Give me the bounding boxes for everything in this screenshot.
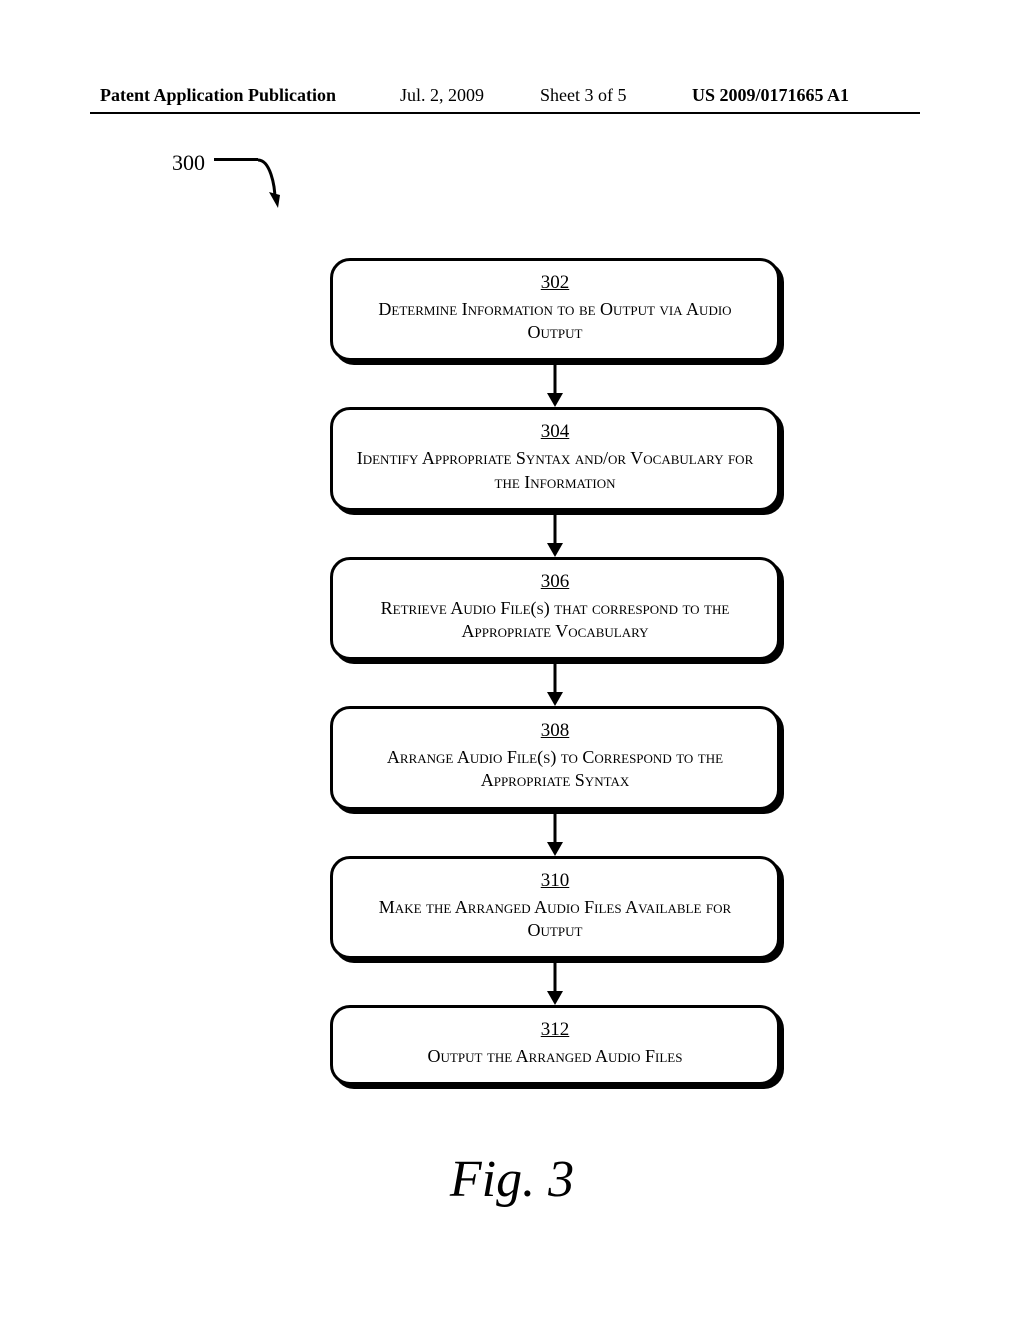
flow-step-number: 308 <box>353 719 757 744</box>
flow-step-text: Output the Arranged Audio Files <box>428 1046 683 1066</box>
flow-step-text: Determine Information to be Output via A… <box>378 299 731 342</box>
header-sheet: Sheet 3 of 5 <box>540 85 626 106</box>
flow-step-number: 302 <box>353 271 757 296</box>
flow-arrow <box>330 959 780 1005</box>
flow-step-number: 304 <box>353 420 757 445</box>
flow-step-312: 312 Output the Arranged Audio Files <box>330 1005 780 1085</box>
flow-arrow <box>330 810 780 856</box>
flow-step-text: Identify Appropriate Syntax and/or Vocab… <box>357 448 754 491</box>
ref-arrow-curve <box>258 160 275 200</box>
flow-step-number: 310 <box>353 869 757 894</box>
figure-caption: Fig. 3 <box>0 1150 1024 1209</box>
flow-step-number: 306 <box>353 570 757 595</box>
flow-arrow <box>330 660 780 706</box>
flow-step-306: 306 Retrieve Audio File(s) that correspon… <box>330 557 780 660</box>
flow-step-304: 304 Identify Appropriate Syntax and/or Vo… <box>330 407 780 510</box>
header-publication: Patent Application Publication <box>100 85 336 106</box>
flow-arrow <box>330 511 780 557</box>
ref-arrow-head <box>269 192 280 208</box>
flow-step-text: Arrange Audio File(s) to Correspond to t… <box>387 747 723 790</box>
header-pubnum: US 2009/0171665 A1 <box>692 85 849 106</box>
flow-arrow <box>330 361 780 407</box>
flow-step-text: Make the Arranged Audio Files Available … <box>379 897 731 940</box>
header-date: Jul. 2, 2009 <box>400 85 484 106</box>
flow-step-number: 312 <box>353 1018 757 1043</box>
flow-step-text: Retrieve Audio File(s) that correspond t… <box>381 598 730 641</box>
flow-step-310: 310 Make the Arranged Audio Files Availab… <box>330 856 780 959</box>
figure-ref-leader <box>214 158 258 161</box>
figure-ref-label: 300 <box>172 150 205 176</box>
flow-step-308: 308 Arrange Audio File(s) to Correspond t… <box>330 706 780 809</box>
header-rule <box>90 112 920 114</box>
flow-step-302: 302 Determine Information to be Output vi… <box>330 258 780 361</box>
flowchart: 302 Determine Information to be Output vi… <box>330 258 780 1085</box>
